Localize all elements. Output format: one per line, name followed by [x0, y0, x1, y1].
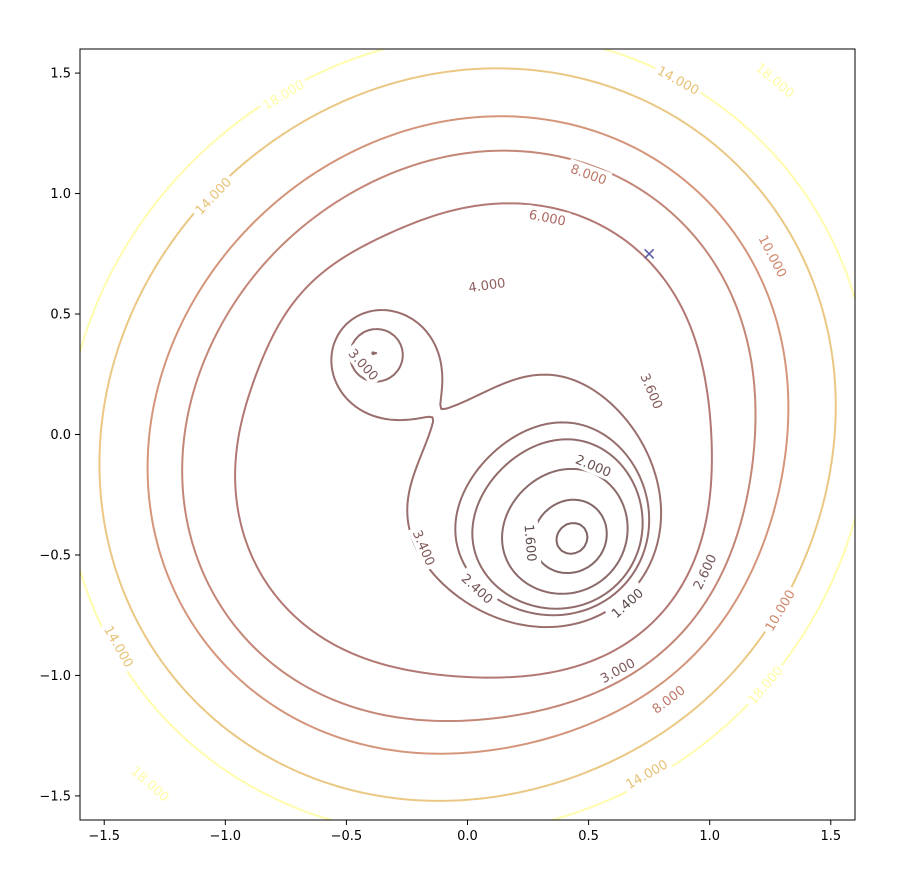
y-tick-label: −1.5 [39, 789, 71, 804]
contour-level-11 [146, 115, 790, 755]
point-marker-group [644, 248, 655, 259]
x-tick-label: 0.5 [578, 829, 599, 844]
contour-label-bg [256, 73, 310, 115]
contour-label-bg [619, 753, 674, 794]
contour-level-10 [181, 149, 757, 723]
x-tick-label: −0.5 [331, 829, 363, 844]
contour-label-bg [570, 448, 618, 482]
contour-label-bg [407, 523, 441, 572]
contour-label-1: 4.000 [463, 273, 510, 297]
contour-label-bg [635, 367, 669, 415]
x-tick-label: 0.0 [457, 829, 478, 844]
contour-label-bg [565, 158, 613, 190]
contour-label-text: 6.000 [528, 208, 567, 230]
y-tick-label: 1.5 [50, 67, 71, 82]
contour-level-6 [371, 351, 644, 610]
contour-label-11: 1.600 [520, 520, 542, 566]
contour-label-bg [520, 520, 542, 566]
contour-level-9 [234, 202, 713, 679]
x-tick-label: −1.0 [210, 829, 242, 844]
y-tick-label: −0.5 [39, 548, 71, 563]
contour-label-bg [604, 581, 650, 624]
contour-label-bg [524, 204, 571, 230]
contour-label-text: 4.000 [468, 276, 507, 296]
x-tick-label: −1.5 [88, 829, 120, 844]
contour-label-bg [188, 171, 237, 221]
contour-label-bg [651, 60, 706, 100]
contour-label-bg [99, 619, 140, 673]
contour-label-bg [741, 659, 789, 710]
contour-label-text: 1.600 [521, 524, 539, 562]
y-tick-label: 0.0 [50, 428, 71, 443]
contour-level-3 [555, 522, 589, 555]
y-axis: −1.5 −1.0 −0.5 0.0 0.5 1.0 1.5 [39, 67, 80, 804]
contour-label-bg [455, 567, 500, 610]
contour-label-bg [463, 273, 510, 297]
contour-label-bg [125, 759, 176, 808]
y-tick-label: 0.5 [50, 308, 71, 323]
x-marker [644, 248, 655, 259]
x-tick-label: 1.5 [820, 829, 841, 844]
contour-label-bg [750, 56, 801, 104]
contour-label-bg [753, 229, 793, 283]
x-tick-label: 1.0 [699, 829, 720, 844]
contour-label-bg [342, 342, 385, 387]
contour-label-2: 6.000 [524, 204, 571, 230]
y-tick-label: 1.0 [50, 187, 71, 202]
contour-label-bg [687, 548, 722, 596]
contour-label-bg [594, 652, 641, 689]
x-axis: −1.5 −1.0 −0.5 0.0 0.5 1.0 1.5 [88, 820, 841, 844]
contour-lines [80, 49, 855, 820]
contour-label-bg [759, 583, 800, 637]
y-tick-label: −1.0 [39, 669, 71, 684]
contour-label-bg [645, 679, 691, 720]
